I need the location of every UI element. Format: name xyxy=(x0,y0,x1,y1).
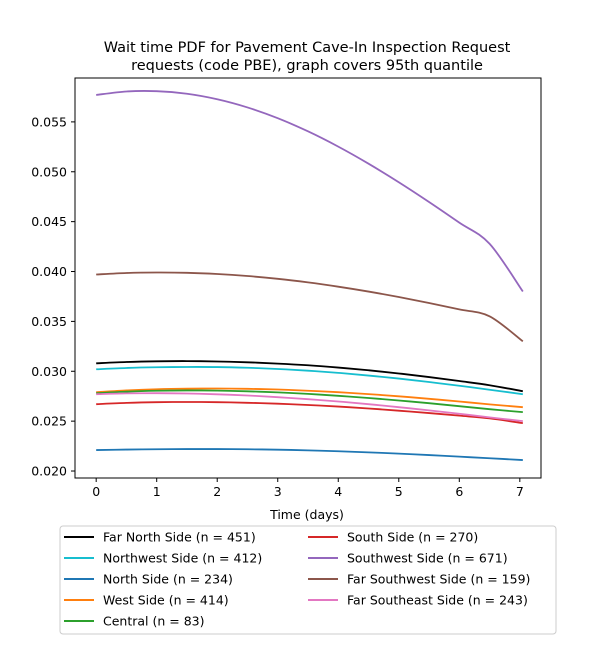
legend-label: Far Southwest Side (n = 159) xyxy=(347,572,530,587)
x-tick-label: 7 xyxy=(516,484,524,499)
x-tick-label: 3 xyxy=(274,484,282,499)
legend-label: Far Southeast Side (n = 243) xyxy=(347,593,528,608)
x-tick-label: 6 xyxy=(455,484,463,499)
y-tick-label: 0.045 xyxy=(31,214,67,229)
x-tick-label: 5 xyxy=(395,484,403,499)
legend-label: West Side (n = 414) xyxy=(103,593,229,608)
series-line-8 xyxy=(96,392,523,423)
axes: 0 1 2 3 4 5 6 7 0.020 0.025 0.030 0.035 0.040 0.045 0.… xyxy=(31,114,524,499)
legend: Far North Side (n = 451) Northwest Side (… xyxy=(64,530,530,629)
y-tick-label: 0.030 xyxy=(31,364,67,379)
y-tick-label: 0.055 xyxy=(31,114,67,129)
legend-label: Southwest Side (n = 671) xyxy=(347,551,508,566)
series-line-0 xyxy=(96,360,523,393)
legend-label: North Side (n = 234) xyxy=(103,572,233,587)
x-tick-label: 1 xyxy=(153,484,161,499)
series-line-4 xyxy=(96,389,523,414)
y-tick-label: 0.040 xyxy=(31,264,67,279)
legend-label: Central (n = 83) xyxy=(103,614,205,629)
chart-title-line-2: requests (code PBE), graph covers 95th q… xyxy=(131,58,483,74)
x-tick-label: 4 xyxy=(334,484,342,499)
y-tick-label: 0.035 xyxy=(31,314,67,329)
legend-label: South Side (n = 270) xyxy=(347,530,478,545)
legend-label: Northwest Side (n = 412) xyxy=(103,551,262,566)
y-tick-label: 0.025 xyxy=(31,414,67,429)
x-tick-label: 0 xyxy=(92,484,100,499)
series-line-6 xyxy=(96,90,524,292)
series-line-3 xyxy=(96,387,523,409)
series-line-2 xyxy=(96,448,523,461)
x-tick-label: 2 xyxy=(213,484,221,499)
y-tick-label: 0.050 xyxy=(31,164,67,179)
series-line-1 xyxy=(96,366,523,396)
chart-title-line-1: Wait time PDF for Pavement Cave-In Inspe… xyxy=(104,40,511,56)
x-axis-label: Time (days) xyxy=(269,507,344,522)
y-tick-label: 0.020 xyxy=(31,464,67,479)
plot-lines xyxy=(96,90,524,461)
plot-frame xyxy=(74,77,542,479)
legend-label: Far North Side (n = 451) xyxy=(103,530,256,545)
series-line-5 xyxy=(96,401,523,425)
series-line-7 xyxy=(96,271,524,343)
